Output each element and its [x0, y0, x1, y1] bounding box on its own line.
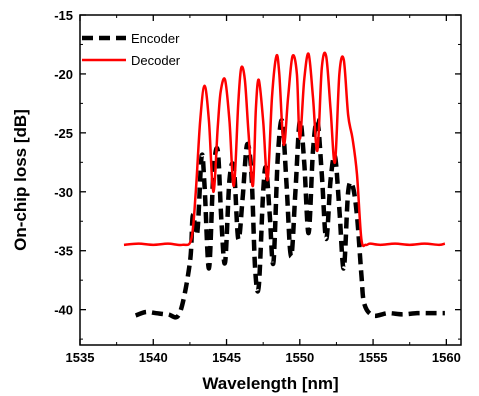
x-axis-title: Wavelength [nm]	[202, 374, 338, 393]
tick-labels: 1535 1540 1545 1550 1555 1560 -15 -20 -25 -30 -35 -…	[54, 8, 461, 365]
legend-label-decoder: Decoder	[131, 53, 181, 68]
y-tick-label: -35	[54, 244, 73, 259]
legend: Encoder Decoder	[82, 31, 181, 68]
x-tick-label: 1545	[212, 350, 241, 365]
plot-frame	[79, 14, 462, 346]
series-line-encoder	[134, 117, 445, 320]
y-tick-label: -20	[54, 67, 73, 82]
legend-label-encoder: Encoder	[131, 31, 180, 46]
x-tick-label: 1550	[285, 350, 314, 365]
series-line-decoder	[123, 51, 446, 248]
plot-lines	[123, 51, 446, 320]
y-tick-label: -40	[54, 303, 73, 318]
y-tick-label: -30	[54, 185, 73, 200]
y-tick-label: -25	[54, 126, 73, 141]
y-tick-label: -15	[54, 8, 73, 23]
x-tick-label: 1560	[432, 350, 461, 365]
y-axis-title: On-chip loss [dB]	[11, 109, 30, 251]
x-tick-label: 1540	[139, 350, 168, 365]
x-tick-label: 1555	[359, 350, 388, 365]
axis-ticks	[79, 14, 461, 345]
x-tick-label: 1535	[66, 350, 95, 365]
